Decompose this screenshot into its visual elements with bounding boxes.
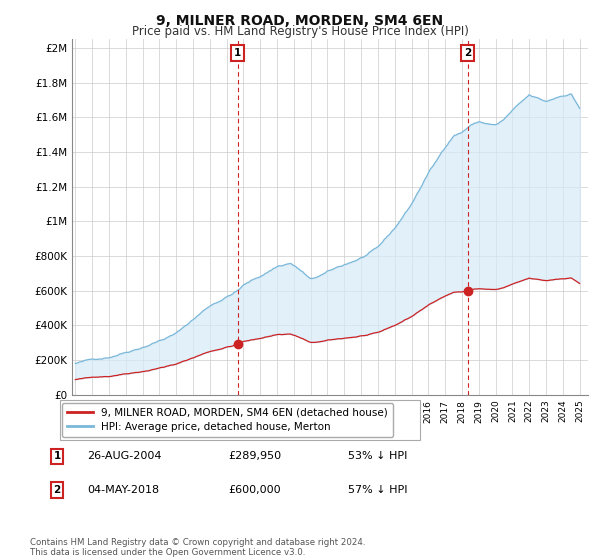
- Legend: 9, MILNER ROAD, MORDEN, SM4 6EN (detached house), HPI: Average price, detached h: 9, MILNER ROAD, MORDEN, SM4 6EN (detache…: [62, 403, 393, 437]
- Text: 2: 2: [464, 48, 471, 58]
- Text: 53% ↓ HPI: 53% ↓ HPI: [348, 451, 407, 461]
- Text: 1: 1: [53, 451, 61, 461]
- FancyBboxPatch shape: [60, 400, 420, 440]
- Text: £289,950: £289,950: [228, 451, 281, 461]
- Text: £600,000: £600,000: [228, 485, 281, 495]
- Text: Contains HM Land Registry data © Crown copyright and database right 2024.
This d: Contains HM Land Registry data © Crown c…: [30, 538, 365, 557]
- Text: 57% ↓ HPI: 57% ↓ HPI: [348, 485, 407, 495]
- Text: 1: 1: [234, 48, 241, 58]
- Text: 04-MAY-2018: 04-MAY-2018: [87, 485, 159, 495]
- Text: 9, MILNER ROAD, MORDEN, SM4 6EN: 9, MILNER ROAD, MORDEN, SM4 6EN: [157, 14, 443, 28]
- Text: 26-AUG-2004: 26-AUG-2004: [87, 451, 161, 461]
- Text: Price paid vs. HM Land Registry's House Price Index (HPI): Price paid vs. HM Land Registry's House …: [131, 25, 469, 38]
- Text: 2: 2: [53, 485, 61, 495]
